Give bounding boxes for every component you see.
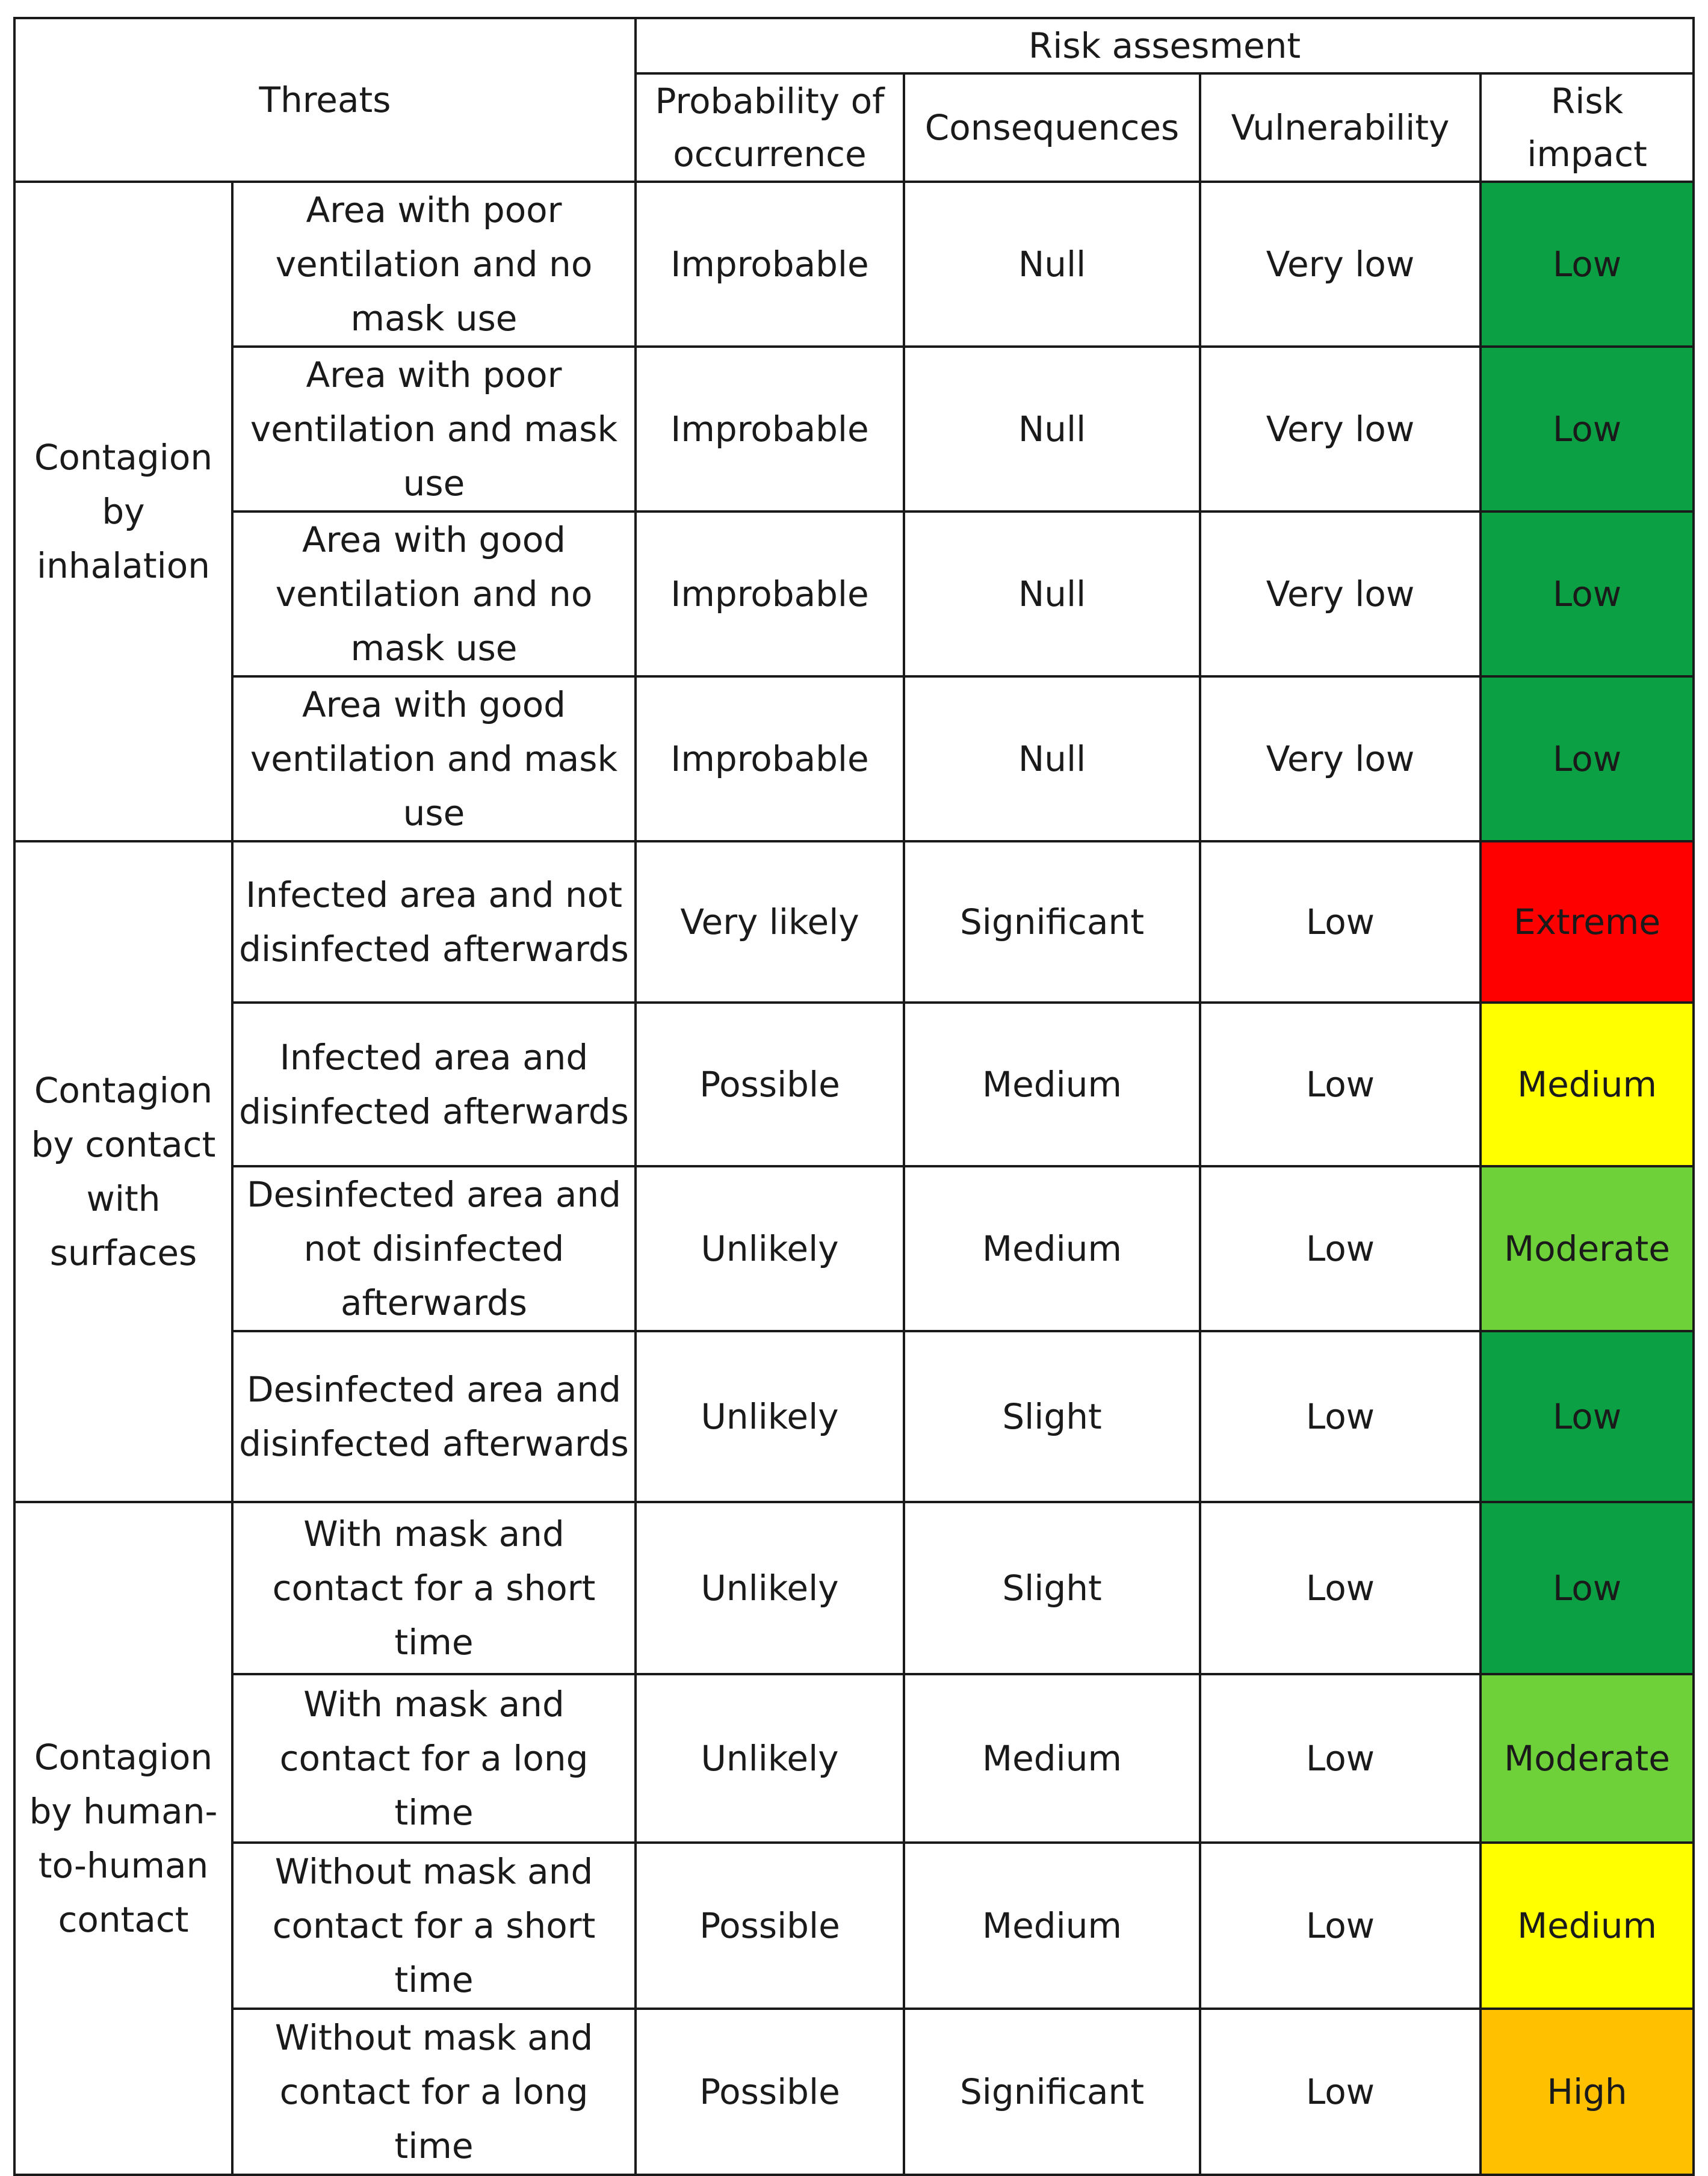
vulnerability-cell: Low: [1199, 1841, 1482, 2010]
vulnerability-cell: Very low: [1199, 181, 1482, 348]
probability-cell: Unlikely: [634, 1501, 906, 1675]
vulnerability-cell: Low: [1199, 1501, 1482, 1675]
threat-cell: Without mask and contact for a long time: [231, 2008, 637, 2176]
vulnerability-cell: Low: [1199, 1673, 1482, 1844]
table-row: Area with good ventilation and mask use I…: [14, 675, 1695, 842]
consequences-cell: Null: [903, 345, 1202, 513]
table-row: Area with poor ventilation and mask use I…: [14, 345, 1695, 513]
probability-cell: Improbable: [634, 510, 906, 678]
risk-impact-cell: Medium: [1479, 1001, 1695, 1167]
probability-cell: Improbable: [634, 181, 906, 348]
table-row: Contagion by human-to-human contact With …: [13, 1501, 1695, 2176]
table-row: With mask and contact for a long time Unl…: [14, 1673, 1695, 1844]
vulnerability-cell: Very low: [1199, 675, 1482, 842]
threat-cell: With mask and contact for a short time: [231, 1501, 637, 1675]
threat-cell: Infected area and disinfected afterwards: [231, 1001, 637, 1167]
threat-group-cell: Contagion by contact with surfaces: [13, 840, 234, 1503]
threat-cell: With mask and contact for a long time: [231, 1673, 637, 1844]
table-body: Contagion by inhalation Area with poor ve…: [13, 181, 1695, 2176]
header-threats: Threats: [13, 17, 637, 183]
threat-cell: Without mask and contact for a short tim…: [231, 1841, 637, 2010]
risk-impact-cell: Low: [1479, 345, 1695, 513]
header-vulnerability: Vulnerability: [1199, 72, 1482, 183]
table-row: Infected area and disinfected afterwards…: [14, 1001, 1695, 1167]
vulnerability-cell: Low: [1199, 1330, 1482, 1503]
threat-cell: Area with poor ventilation and mask use: [231, 345, 637, 513]
vulnerability-cell: Low: [1199, 1001, 1482, 1167]
consequences-cell: Slight: [903, 1330, 1202, 1503]
header-row-top: Threats Risk assesment: [13, 17, 1695, 183]
vulnerability-cell: Low: [1199, 2008, 1482, 2176]
consequences-cell: Significant: [903, 2008, 1202, 2176]
threat-cell: Area with poor ventilation and no mask u…: [231, 181, 637, 348]
vulnerability-cell: Very low: [1199, 345, 1482, 513]
consequences-cell: Slight: [903, 1501, 1202, 1675]
threat-cell: Desinfected area and disinfected afterwa…: [231, 1330, 637, 1503]
header-risk-assessment: Risk assesment: [634, 17, 1695, 75]
risk-impact-cell: Low: [1479, 181, 1695, 348]
probability-cell: Unlikely: [634, 1673, 906, 1844]
vulnerability-cell: Low: [1199, 840, 1482, 1004]
table-row: Without mask and contact for a short tim…: [14, 1841, 1695, 2010]
risk-impact-cell: Low: [1479, 1501, 1695, 1675]
threat-group-cell: Contagion by inhalation: [13, 181, 234, 842]
risk-impact-cell: Low: [1479, 1330, 1695, 1503]
consequences-cell: Medium: [903, 1001, 1202, 1167]
vulnerability-cell: Very low: [1199, 510, 1482, 678]
probability-cell: Possible: [634, 1001, 906, 1167]
consequences-cell: Null: [903, 181, 1202, 348]
risk-impact-cell: Moderate: [1479, 1165, 1695, 1332]
consequences-cell: Significant: [903, 840, 1202, 1004]
risk-impact-cell: Extreme: [1479, 840, 1695, 1004]
table-row: Area with good ventilation and no mask u…: [14, 510, 1695, 678]
probability-cell: Improbable: [634, 345, 906, 513]
consequences-cell: Null: [903, 675, 1202, 842]
table-row: Desinfected area and not disinfected aft…: [14, 1165, 1695, 1332]
risk-assessment-table: Threats Risk assesment Probability of oc…: [13, 17, 1695, 2176]
threat-group-cell: Contagion by human-to-human contact: [13, 1501, 234, 2176]
header-row-columns: Probability of occurrence Consequences V…: [14, 72, 1695, 183]
threat-cell: Area with good ventilation and no mask u…: [231, 510, 637, 678]
consequences-cell: Medium: [903, 1673, 1202, 1844]
consequences-cell: Null: [903, 510, 1202, 678]
consequences-cell: Medium: [903, 1165, 1202, 1332]
vulnerability-cell: Low: [1199, 1165, 1482, 1332]
consequences-cell: Medium: [903, 1841, 1202, 2010]
risk-impact-cell: Moderate: [1479, 1673, 1695, 1844]
probability-cell: Improbable: [634, 675, 906, 842]
risk-impact-cell: Low: [1479, 510, 1695, 678]
table-row: Contagion by contact with surfaces Infect…: [13, 840, 1695, 1503]
probability-cell: Unlikely: [634, 1165, 906, 1332]
table-row: Contagion by inhalation Area with poor ve…: [13, 181, 1695, 842]
probability-cell: Possible: [634, 2008, 906, 2176]
table-row: Without mask and contact for a long time…: [14, 2008, 1695, 2176]
probability-cell: Very likely: [634, 840, 906, 1004]
threat-cell: Infected area and not disinfected afterw…: [231, 840, 637, 1004]
threat-cell: Area with good ventilation and mask use: [231, 675, 637, 842]
threat-cell: Desinfected area and not disinfected aft…: [231, 1165, 637, 1332]
probability-cell: Unlikely: [634, 1330, 906, 1503]
risk-impact-cell: Medium: [1479, 1841, 1695, 2010]
risk-impact-cell: High: [1479, 2008, 1695, 2176]
risk-impact-cell: Low: [1479, 675, 1695, 842]
probability-cell: Possible: [634, 1841, 906, 2010]
header-probability: Probability of occurrence: [634, 72, 906, 183]
table-row: Desinfected area and disinfected afterwa…: [14, 1330, 1695, 1503]
header-consequences: Consequences: [903, 72, 1202, 183]
header-risk-impact: Risk impact: [1479, 72, 1695, 183]
